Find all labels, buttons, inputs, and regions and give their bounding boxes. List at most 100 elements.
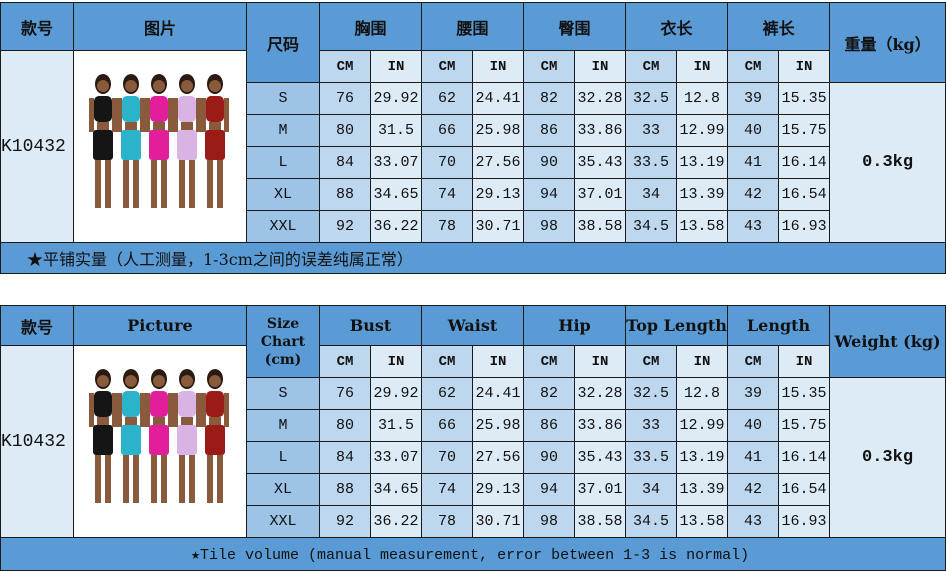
table-row: L 84 33.07 70 27.56 90 35.43 33.5 13.19 41 16.14 — [1, 146, 946, 179]
header-group: 腰围 — [421, 2, 525, 51]
measurement-cell: 24.41 — [472, 82, 525, 115]
measurement-cell: 30.71 — [472, 210, 525, 243]
measurement-cell: 88 — [319, 473, 371, 506]
measurement-cell: 84 — [319, 146, 371, 179]
measurement-cell: 15.35 — [778, 377, 831, 410]
measurement-cell: 33.5 — [625, 146, 678, 179]
measurement-cell: 13.19 — [676, 146, 729, 179]
table-row: XXL 92 36.22 78 30.71 98 38.58 34.5 13.58 43 16.93 — [1, 505, 946, 538]
header-weight: Weight (kg) — [829, 305, 947, 378]
size-label: M — [246, 114, 320, 147]
measurement-cell: 88 — [319, 178, 371, 211]
size-table-chinese: 款号 图片 尺码 胸围 腰围 臀围 衣长 裤长 重量（kg） K10432 CM IN CM IN CM IN… — [0, 2, 947, 274]
model-figure — [173, 368, 201, 503]
unit-cm: CM — [319, 345, 371, 378]
measurement-cell: 41 — [727, 441, 780, 474]
measurement-cell: 33 — [625, 114, 678, 147]
measurement-cell: 86 — [523, 409, 576, 442]
measurement-cell: 34.5 — [625, 505, 678, 538]
measurement-cell: 27.56 — [471, 441, 525, 474]
model-figure — [145, 73, 173, 208]
size-label: XL — [246, 178, 320, 211]
measurement-cell: 74 — [421, 473, 473, 506]
measurement-cell: 25.98 — [471, 409, 525, 442]
unit-in: IN — [676, 345, 729, 378]
measurement-cell: 24.41 — [471, 377, 525, 410]
measurement-cell: 62 — [421, 82, 474, 115]
measurement-cell: 30.71 — [471, 505, 525, 538]
measurement-cell: 16.93 — [778, 505, 831, 538]
unit-in: IN — [472, 50, 525, 83]
measurement-cell: 13.58 — [676, 505, 729, 538]
measurement-cell: 32.28 — [574, 377, 627, 410]
measurement-cell: 12.99 — [676, 409, 729, 442]
measurement-cell: 90 — [523, 441, 576, 474]
measurement-cell: 84 — [319, 441, 371, 474]
model-figure — [89, 73, 117, 208]
measurement-cell: 42 — [727, 178, 780, 211]
footer-note: ★Tile volume (manual measurement, error … — [0, 537, 947, 571]
model-figure — [145, 368, 173, 503]
measurement-cell: 94 — [523, 178, 576, 211]
measurement-cell: 43 — [727, 505, 780, 538]
table-row: M 80 31.5 66 25.98 86 33.86 33 12.99 40 15.75 — [1, 114, 946, 147]
measurement-cell: 29.13 — [472, 178, 525, 211]
measurement-cell: 37.01 — [574, 178, 627, 211]
measurement-cell: 32.28 — [574, 82, 627, 115]
measurement-cell: 78 — [421, 210, 474, 243]
measurement-cell: 80 — [319, 114, 371, 147]
header-code: 款号 — [0, 2, 74, 51]
table-row: XXL 92 36.22 78 30.71 98 38.58 34.5 13.58 43 16.93 — [1, 210, 946, 243]
measurement-cell: 74 — [421, 178, 474, 211]
measurement-cell: 62 — [421, 377, 473, 410]
measurement-cell: 13.39 — [676, 473, 729, 506]
product-code: K10432 — [0, 345, 74, 538]
measurement-cell: 94 — [523, 473, 576, 506]
measurement-cell: 66 — [421, 409, 473, 442]
header-group: Waist — [420, 305, 525, 346]
header-group: Top Length — [625, 305, 729, 346]
measurement-cell: 40 — [727, 114, 780, 147]
size-table-english: 款号 Picture Size Chart (cm) Bust Waist Hip Top … — [0, 305, 947, 571]
model-figure — [201, 368, 229, 503]
measurement-cell: 34 — [625, 178, 678, 211]
weight-value: 0.3kg — [829, 377, 947, 538]
unit-in: IN — [574, 345, 627, 378]
measurement-cell: 34 — [625, 473, 678, 506]
unit-in: IN — [676, 50, 729, 83]
header-group: Bust — [319, 305, 422, 346]
measurement-cell: 86 — [523, 114, 576, 147]
measurement-cell: 42 — [727, 473, 780, 506]
model-figure — [201, 73, 229, 208]
size-label: XL — [246, 473, 320, 506]
table-row: XL 88 34.65 74 29.13 94 37.01 34 13.39 42 16.54 — [1, 178, 946, 211]
measurement-cell: 34.65 — [369, 178, 423, 211]
header-code: 款号 — [0, 305, 74, 346]
measurement-cell: 12.8 — [676, 377, 729, 410]
measurement-cell: 33.86 — [574, 114, 627, 147]
measurement-cell: 76 — [319, 82, 371, 115]
measurement-cell: 82 — [523, 82, 576, 115]
measurement-cell: 43 — [727, 210, 780, 243]
measurement-cell: 33.5 — [625, 441, 678, 474]
unit-cm: CM — [625, 50, 678, 83]
measurement-cell: 37.01 — [574, 473, 627, 506]
measurement-cell: 36.22 — [370, 505, 422, 538]
product-picture — [73, 345, 247, 538]
measurement-cell: 16.14 — [778, 146, 831, 179]
measurement-cell: 34.65 — [370, 473, 422, 506]
measurement-cell: 16.14 — [778, 441, 831, 474]
measurement-cell: 13.19 — [676, 441, 729, 474]
product-code: K10432 — [0, 50, 74, 243]
unit-cm: CM — [727, 50, 780, 83]
size-label: M — [246, 409, 320, 442]
measurement-cell: 41 — [727, 146, 780, 179]
header-size: Size Chart (cm) — [246, 305, 320, 378]
measurement-cell: 39 — [727, 82, 780, 115]
measurement-cell: 31.5 — [370, 409, 422, 442]
measurement-cell: 39 — [727, 377, 780, 410]
unit-cm: CM — [421, 50, 474, 83]
table-row: M 80 31.5 66 25.98 86 33.86 33 12.99 40 15.75 — [1, 409, 946, 442]
header-group: Length — [727, 305, 831, 346]
measurement-cell: 13.39 — [676, 178, 729, 211]
